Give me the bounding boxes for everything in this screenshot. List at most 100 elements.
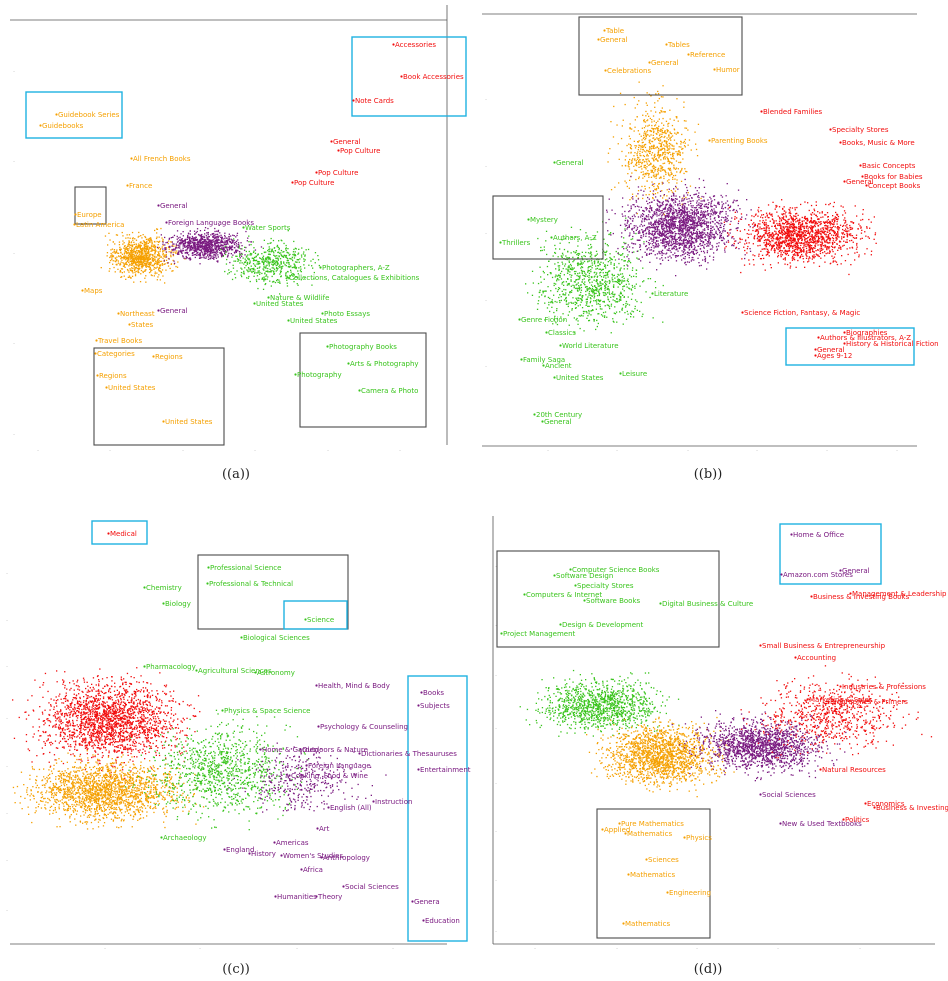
scatter-point [194, 250, 196, 252]
scatter-point [194, 239, 196, 242]
scatter-point [576, 302, 578, 305]
scatter-point [658, 139, 660, 141]
scatter-point [643, 164, 645, 167]
scatter-point [653, 183, 656, 185]
scatter-point [230, 253, 232, 255]
scatter-point [658, 244, 660, 247]
scatter-point [131, 270, 133, 273]
scatter-point [663, 140, 665, 143]
scatter-point [228, 248, 231, 250]
scatter-point [681, 259, 683, 261]
scatter-point [279, 258, 282, 260]
scatter-point [661, 129, 663, 132]
scatter-point [619, 311, 621, 313]
scatter-point [128, 275, 131, 277]
scatter-point [147, 252, 149, 255]
scatter-point [140, 263, 143, 266]
scatter-point [632, 235, 634, 238]
scatter-point [256, 275, 259, 277]
scatter-point [563, 299, 566, 301]
scatter-point [234, 247, 236, 249]
scatter-point [267, 276, 269, 278]
scatter-point [145, 255, 148, 257]
scatter-point [702, 231, 704, 233]
scatter-point [226, 241, 228, 243]
scatter-point [218, 245, 220, 247]
scatter-point [642, 214, 645, 216]
scatter-point [663, 111, 665, 113]
scatter-point [298, 267, 300, 269]
scatter-point [260, 257, 262, 260]
scatter-point [214, 248, 216, 250]
scatter-point [665, 218, 667, 221]
scatter-point [200, 234, 202, 236]
scatter-point [131, 237, 134, 240]
scatter-point [677, 168, 679, 170]
scatter-point [671, 157, 673, 160]
scatter-point [683, 198, 686, 200]
scatter-point [589, 252, 591, 255]
scatter-point [203, 240, 205, 243]
scatter-point [678, 153, 680, 155]
scatter-point [220, 244, 222, 246]
scatter-point [213, 258, 215, 260]
scatter-point [578, 278, 580, 280]
scatter-point [570, 280, 572, 282]
scatter-point [612, 281, 614, 283]
scatter-point [566, 257, 568, 259]
scatter-point [225, 249, 227, 252]
scatter-point [537, 237, 539, 240]
scatter-point [280, 249, 283, 252]
scatter-point [623, 296, 625, 298]
scatter-point [589, 278, 591, 280]
scatter-point [187, 233, 190, 235]
scatter-point [683, 140, 685, 143]
scatter-point [573, 251, 575, 253]
scatter-point [648, 139, 650, 142]
scatter-point [213, 241, 215, 243]
scatter-point [237, 244, 239, 246]
scatter-point [132, 267, 134, 269]
scatter-point [198, 248, 200, 251]
scatter-point [604, 287, 606, 290]
scatter-point [255, 259, 257, 262]
scatter-point [112, 241, 114, 243]
scatter-point [578, 252, 580, 255]
scatter-point [610, 121, 612, 123]
scatter-point [626, 144, 628, 147]
scatter-point [588, 280, 590, 282]
scatter-point [193, 242, 195, 244]
scatter-point [588, 266, 590, 268]
scatter-point [621, 254, 623, 256]
scatter-point [257, 260, 259, 263]
scatter-point [144, 254, 146, 256]
scatter-point [673, 242, 676, 245]
scatter-point [543, 249, 545, 251]
scatter-point [117, 260, 119, 262]
scatter-point [296, 259, 298, 261]
scatter-point [262, 247, 264, 249]
scatter-point [656, 227, 659, 229]
scatter-point [551, 276, 554, 279]
scatter-point [628, 224, 630, 226]
scatter-point [694, 249, 696, 251]
scatter-point [162, 275, 164, 277]
scatter-point [182, 240, 185, 243]
scatter-point [546, 253, 548, 256]
scatter-point [628, 163, 630, 165]
scatter-point [590, 243, 592, 246]
scatter-point [744, 218, 747, 220]
scatter-point [255, 259, 258, 261]
scatter-point [719, 237, 721, 239]
x-tick-mark: · [826, 448, 827, 453]
scatter-point [227, 243, 229, 245]
scatter-point [665, 226, 668, 228]
scatter-point [124, 245, 126, 247]
scatter-point [193, 240, 195, 242]
scatter-point [638, 100, 640, 102]
label-anchor-point [319, 266, 322, 269]
scatter-point [237, 259, 239, 261]
scatter-point [141, 259, 143, 261]
scatter-point [210, 257, 212, 259]
scatter-point [690, 260, 692, 262]
